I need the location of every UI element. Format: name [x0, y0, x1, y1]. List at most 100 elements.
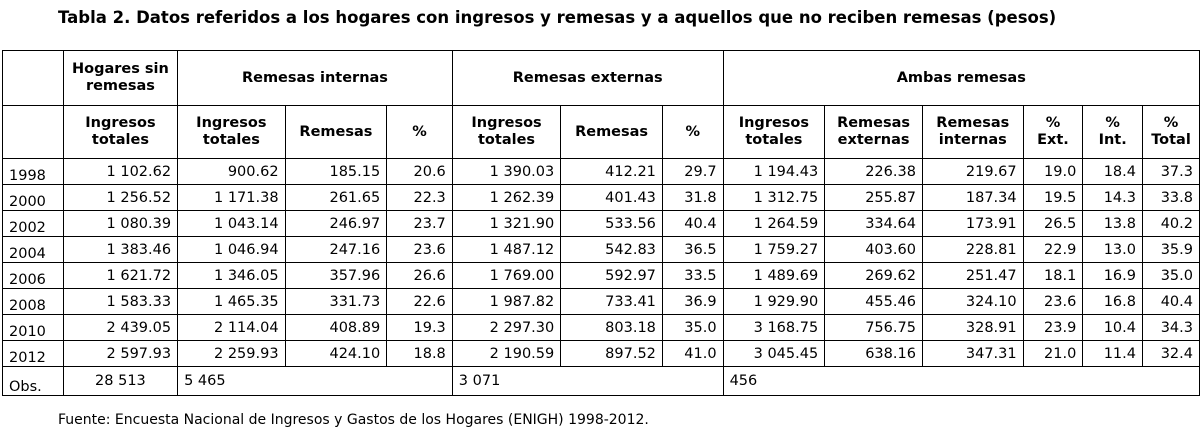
value-cell: 29.7 [661, 158, 724, 185]
value-cell: 10.4 [1082, 314, 1143, 341]
value-cell: 219.67 [921, 158, 1024, 185]
table-row: 2010 2 439.05 2 114.04 408.89 19.3 2 297.30 80… [2, 314, 1200, 341]
value-cell: 533.56 [560, 210, 663, 237]
value-cell: 403.60 [824, 236, 923, 263]
table-row: 2000 1 256.52 1 171.38 261.65 22.3 1 262.39 40… [2, 184, 1200, 211]
value-cell: 35.0 [661, 314, 724, 341]
column-header: Ingresos totales [451, 105, 562, 159]
header-row-groups: Hogares sin remesas Remesas internas Rem… [2, 50, 1200, 106]
column-header: % [661, 105, 724, 159]
table-row: 1998 1 102.62 900.62 185.15 20.6 1 390.03 412.… [2, 158, 1200, 185]
year-cell: 2002 [2, 210, 64, 237]
obs-remesas-internas: 5 465 [177, 366, 453, 396]
value-cell: 1 987.82 [451, 288, 562, 315]
value-cell: 1 487.12 [451, 236, 562, 263]
year-cell: 2008 [2, 288, 64, 315]
table-row: 2004 1 383.46 1 046.94 247.16 23.6 1 487.12 54… [2, 236, 1200, 263]
value-cell: 2 190.59 [451, 340, 562, 367]
value-cell: 1 621.72 [62, 262, 179, 289]
value-cell: 1 194.43 [722, 158, 826, 185]
value-cell: 1 043.14 [177, 210, 286, 237]
value-cell: 592.97 [560, 262, 663, 289]
value-cell: 32.4 [1142, 340, 1200, 367]
value-cell: 1 489.69 [722, 262, 826, 289]
value-cell: 40.4 [661, 210, 724, 237]
value-cell: 18.1 [1022, 262, 1084, 289]
value-cell: 900.62 [177, 158, 286, 185]
value-cell: 18.8 [386, 340, 453, 367]
value-cell: 424.10 [284, 340, 388, 367]
year-cell: 2004 [2, 236, 64, 263]
value-cell: 1 171.38 [177, 184, 286, 211]
value-cell: 2 439.05 [62, 314, 179, 341]
value-cell: 23.9 [1022, 314, 1084, 341]
value-cell: 14.3 [1082, 184, 1143, 211]
value-cell: 16.9 [1082, 262, 1143, 289]
obs-ambas-remesas: 456 [722, 366, 1200, 396]
year-cell: 2012 [2, 340, 64, 367]
value-cell: 455.46 [824, 288, 923, 315]
value-cell: 23.6 [1022, 288, 1084, 315]
column-header: % Ext. [1022, 105, 1084, 159]
value-cell: 1 383.46 [62, 236, 179, 263]
value-cell: 1 256.52 [62, 184, 179, 211]
header-corner [2, 50, 64, 106]
value-cell: 412.21 [560, 158, 663, 185]
value-cell: 269.62 [824, 262, 923, 289]
value-cell: 2 297.30 [451, 314, 562, 341]
value-cell: 22.6 [386, 288, 453, 315]
value-cell: 40.2 [1142, 210, 1200, 237]
year-cell: 2006 [2, 262, 64, 289]
header-ambas-remesas: Ambas remesas [722, 50, 1200, 106]
value-cell: 33.8 [1142, 184, 1200, 211]
value-cell: 173.91 [921, 210, 1024, 237]
column-header: Remesas [284, 105, 388, 159]
value-cell: 255.87 [824, 184, 923, 211]
value-cell: 187.34 [921, 184, 1024, 211]
value-cell: 251.47 [921, 262, 1024, 289]
column-header: % Int. [1082, 105, 1143, 159]
column-header: Ingresos totales [62, 105, 179, 159]
value-cell: 803.18 [560, 314, 663, 341]
value-cell: 542.83 [560, 236, 663, 263]
value-cell: 1 390.03 [451, 158, 562, 185]
source-note: Fuente: Encuesta Nacional de Ingresos y … [58, 412, 649, 428]
column-header: Remesas [560, 105, 663, 159]
value-cell: 247.16 [284, 236, 388, 263]
value-cell: 1 346.05 [177, 262, 286, 289]
value-cell: 35.9 [1142, 236, 1200, 263]
value-cell: 19.5 [1022, 184, 1084, 211]
value-cell: 756.75 [824, 314, 923, 341]
header-remesas-internas: Remesas internas [177, 50, 453, 106]
header-corner-2 [2, 105, 64, 159]
value-cell: 11.4 [1082, 340, 1143, 367]
value-cell: 16.8 [1082, 288, 1143, 315]
value-cell: 1 769.00 [451, 262, 562, 289]
value-cell: 37.3 [1142, 158, 1200, 185]
table-row: 2002 1 080.39 1 043.14 246.97 23.7 1 321.90 53… [2, 210, 1200, 237]
header-hogares-sin-remesas: Hogares sin remesas [62, 50, 179, 106]
value-cell: 19.3 [386, 314, 453, 341]
column-header: Remesas internas [921, 105, 1024, 159]
year-cell: 2010 [2, 314, 64, 341]
value-cell: 897.52 [560, 340, 663, 367]
value-cell: 331.73 [284, 288, 388, 315]
value-cell: 328.91 [921, 314, 1024, 341]
column-header: % [386, 105, 453, 159]
value-cell: 226.38 [824, 158, 923, 185]
value-cell: 18.4 [1082, 158, 1143, 185]
header-row-columns: Ingresos totales Ingresos totales Remesas%… [2, 105, 1200, 159]
value-cell: 1 759.27 [722, 236, 826, 263]
data-table: Hogares sin remesas Remesas internas Rem… [2, 50, 1200, 396]
value-cell: 3 045.45 [722, 340, 826, 367]
value-cell: 33.5 [661, 262, 724, 289]
value-cell: 1 102.62 [62, 158, 179, 185]
table-row: 2006 1 621.72 1 346.05 357.96 26.6 1 769.00 59… [2, 262, 1200, 289]
value-cell: 40.4 [1142, 288, 1200, 315]
value-cell: 1 929.90 [722, 288, 826, 315]
value-cell: 21.0 [1022, 340, 1084, 367]
value-cell: 35.0 [1142, 262, 1200, 289]
column-header: Ingresos totales [722, 105, 826, 159]
column-header: Ingresos totales [177, 105, 286, 159]
value-cell: 13.8 [1082, 210, 1143, 237]
